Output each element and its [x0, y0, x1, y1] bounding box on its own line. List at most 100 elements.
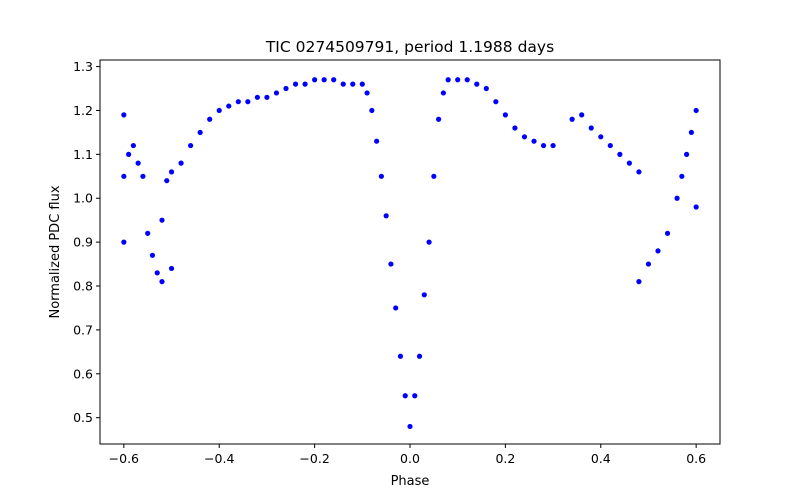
data-point: [168, 265, 175, 272]
data-point: [474, 81, 480, 87]
x-tick-label: 0.4: [591, 451, 611, 466]
data-point: [331, 77, 337, 83]
data-point: [402, 393, 408, 399]
data-point: [378, 173, 384, 179]
data-point: [216, 107, 222, 114]
data-point: [426, 239, 432, 245]
data-point: [464, 77, 470, 83]
data-point: [359, 81, 365, 87]
y-tick-label: 0.9: [73, 235, 93, 250]
data-point: [312, 77, 318, 83]
x-axis-ticks: −0.6 −0.4 −0.2 0.0 0.2 0.4 0.6: [109, 444, 706, 466]
y-tick-label: 1.1: [73, 147, 93, 162]
data-point: [383, 213, 389, 219]
y-tick-label: 0.7: [73, 322, 93, 337]
data-point: [369, 107, 375, 114]
data-point: [440, 90, 446, 96]
data-point: [679, 173, 685, 179]
data-point: [636, 279, 642, 285]
data-point: [374, 138, 380, 144]
y-tick-label: 0.6: [73, 366, 93, 381]
data-point: [283, 85, 289, 92]
x-tick-label: 0.2: [495, 451, 515, 466]
data-point: [693, 204, 699, 210]
data-points: [121, 77, 699, 430]
data-point: [688, 129, 694, 136]
data-point: [436, 116, 442, 122]
data-point: [226, 103, 232, 109]
data-point: [445, 77, 451, 83]
data-point: [254, 94, 260, 100]
data-point: [569, 116, 575, 122]
data-point: [421, 292, 427, 298]
data-point: [140, 173, 146, 179]
data-point: [245, 99, 251, 105]
data-point: [531, 138, 537, 144]
data-point: [550, 142, 556, 149]
data-point: [693, 107, 699, 114]
x-tick-label: −0.4: [204, 451, 234, 466]
data-point: [164, 178, 170, 184]
y-tick-label: 1.3: [73, 59, 93, 74]
data-point: [397, 353, 404, 359]
data-point: [197, 129, 203, 136]
x-tick-label: −0.6: [109, 451, 139, 466]
data-point: [168, 169, 175, 175]
data-point: [674, 195, 680, 201]
y-axis-label: Normalized PDC flux: [48, 185, 63, 318]
y-tick-label: 1.0: [73, 191, 93, 206]
data-point: [121, 239, 127, 245]
chart-title: TIC 0274509791, period 1.1988 days: [265, 38, 554, 56]
y-tick-label: 0.8: [73, 279, 93, 294]
data-point: [645, 261, 652, 267]
data-point: [149, 252, 156, 258]
data-point: [273, 90, 280, 96]
data-point: [121, 112, 127, 118]
data-point: [235, 99, 241, 105]
data-point: [655, 248, 661, 254]
data-point: [154, 270, 160, 276]
y-tick-label: 1.2: [73, 103, 93, 118]
data-point: [416, 353, 423, 359]
data-point: [431, 173, 437, 179]
data-point: [145, 230, 151, 236]
data-point: [188, 142, 194, 149]
data-point: [598, 134, 604, 140]
data-point: [364, 90, 370, 96]
y-axis-ticks: 0.5 0.6 0.7 0.8 0.9 1.0 1.1 1.2 1.3: [73, 59, 100, 425]
data-point: [412, 393, 418, 399]
data-point: [588, 125, 594, 131]
x-axis-label: Phase: [391, 474, 430, 489]
data-point: [130, 142, 136, 149]
data-point: [579, 112, 585, 118]
x-tick-label: −0.2: [299, 451, 329, 466]
data-point: [521, 134, 528, 140]
data-point: [407, 423, 413, 430]
data-point: [159, 279, 165, 285]
data-point: [455, 77, 461, 83]
data-point: [684, 151, 690, 157]
data-point: [617, 151, 623, 157]
data-point: [502, 112, 508, 118]
data-point: [159, 217, 165, 223]
data-point: [393, 305, 399, 311]
data-point: [121, 173, 127, 179]
data-point: [636, 169, 642, 175]
data-point: [292, 81, 299, 87]
data-point: [350, 81, 356, 87]
data-point: [483, 85, 489, 92]
data-point: [388, 261, 394, 267]
data-point: [135, 160, 141, 166]
data-point: [178, 160, 184, 166]
data-point: [340, 81, 346, 87]
y-tick-label: 0.5: [73, 410, 93, 425]
data-point: [626, 160, 632, 166]
data-point: [207, 116, 213, 122]
data-point: [664, 230, 671, 236]
data-point: [264, 94, 270, 100]
x-tick-label: 0.6: [686, 451, 706, 466]
data-point: [126, 151, 132, 157]
data-point: [607, 142, 613, 149]
